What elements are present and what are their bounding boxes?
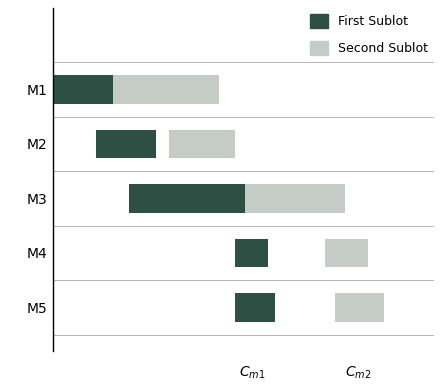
Text: $C_{m2}$: $C_{m2}$ <box>345 365 371 381</box>
Bar <box>325 239 368 267</box>
Legend: First Sublot, Second Sublot: First Sublot, Second Sublot <box>311 14 428 55</box>
Bar <box>335 293 385 322</box>
Bar <box>53 75 113 104</box>
Bar <box>235 239 268 267</box>
Bar <box>169 130 235 158</box>
Bar <box>113 75 219 104</box>
Bar <box>129 184 245 213</box>
Bar <box>96 130 156 158</box>
Bar <box>245 184 345 213</box>
Bar <box>235 293 275 322</box>
Text: $C_{m1}$: $C_{m1}$ <box>239 365 265 381</box>
